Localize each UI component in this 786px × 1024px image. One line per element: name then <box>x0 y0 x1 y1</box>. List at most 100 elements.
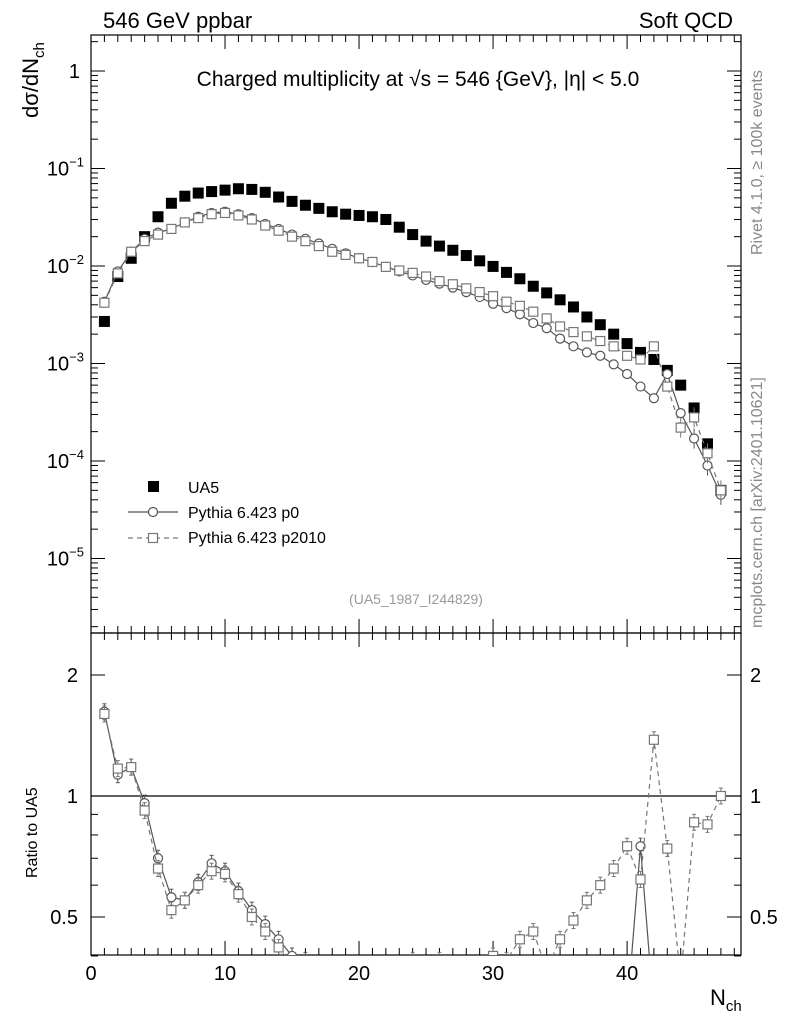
p2010-point <box>340 249 351 260</box>
p2010-ratio-point <box>179 895 190 906</box>
plot-title: Charged multiplicity at √s = 546 {GeV}, … <box>197 68 640 91</box>
p0-point <box>688 433 700 444</box>
ua5-point <box>567 301 579 313</box>
p2010-ratio-point <box>273 942 284 953</box>
p2010-ratio-point <box>288 960 297 969</box>
header-left: 546 GeV ppbar <box>103 8 252 33</box>
p2010-point <box>648 341 659 352</box>
x-tick-label: 10 <box>214 963 236 985</box>
header-right: Soft QCD <box>639 8 733 33</box>
x-tick-label: 0 <box>85 963 96 985</box>
ua5-point <box>608 328 620 340</box>
p2010-ratio-point <box>260 926 271 937</box>
p2010-point <box>367 256 378 268</box>
p0-point <box>662 368 673 380</box>
y-tick-label-ratio-right: 2 <box>750 665 761 687</box>
p2010-ratio-point <box>688 817 700 828</box>
ua5-point <box>219 184 231 196</box>
tick-exponent: −1 <box>69 155 84 170</box>
p0-point <box>541 323 552 334</box>
ua5-point <box>393 221 405 233</box>
p0-point <box>621 368 633 380</box>
legend-marker-ua5 <box>148 481 159 492</box>
p2010-point <box>581 331 592 342</box>
ua5-point <box>259 186 271 198</box>
ua5-point <box>407 229 419 241</box>
y-tick-label-main: 10−5 <box>47 545 84 571</box>
p2010-ratio-point <box>193 880 204 891</box>
p2010-ratio-point <box>621 841 633 852</box>
x-tick-label: 20 <box>348 963 370 985</box>
p2010-ratio-point <box>408 956 417 965</box>
p2010-point <box>635 354 646 365</box>
ua5-point <box>433 240 445 252</box>
p2010-ratio-point <box>422 960 431 969</box>
p2010-point <box>380 261 391 272</box>
ua5-point <box>514 273 526 285</box>
p2010-point <box>394 265 405 276</box>
p2010-ratio-point <box>608 863 619 874</box>
p2010-ratio-point <box>152 863 164 874</box>
y-tick-label-ratio: 2 <box>67 665 78 687</box>
p2010-ratio-point <box>487 950 499 955</box>
p2010-ratio-line <box>103 713 286 955</box>
ua5-point <box>474 255 486 267</box>
ua5-point <box>299 199 311 211</box>
p2010-ratio-point <box>166 905 177 916</box>
p0-point <box>595 350 606 361</box>
ua5-point <box>447 244 459 256</box>
p2010-point <box>528 306 539 317</box>
x-axis-label-text: N <box>710 985 726 1010</box>
ua5-point <box>581 311 593 323</box>
main-series-layer <box>98 183 727 505</box>
p2010-ratio-point <box>715 790 726 802</box>
p2010-ratio-point <box>233 889 244 900</box>
ratio-series-layer <box>99 703 726 974</box>
p0-point <box>554 333 566 344</box>
p2010-point <box>327 246 338 257</box>
p2010-point <box>702 448 713 459</box>
p2010-point <box>407 267 418 278</box>
y-axis-label-main: dσ/dNch <box>18 42 48 118</box>
y-tick-label-main: 10−1 <box>47 155 84 181</box>
mcplots-label: mcplots.cern.ch [arXiv:2401.10621] <box>749 377 766 628</box>
p2010-ratio-point <box>595 880 606 891</box>
ua5-point <box>648 353 660 365</box>
p0-point <box>648 393 659 404</box>
tick-exponent: −5 <box>69 545 84 560</box>
p2010-point <box>595 335 606 347</box>
p2010-point <box>514 300 525 311</box>
p2010-point <box>126 246 137 257</box>
tick-exponent: −4 <box>69 447 84 462</box>
ua5-point <box>273 191 285 203</box>
y-tick-label-main: 10−4 <box>47 447 84 473</box>
p2010-ratio-point <box>662 843 673 854</box>
ua5-point <box>98 315 110 327</box>
analysis-id: (UA5_1987_I244829) <box>349 591 483 607</box>
p2010-point <box>260 220 271 231</box>
p2010-ratio-point <box>514 934 525 945</box>
p2010-point <box>688 412 700 423</box>
y-tick-label-ratio-right: 1 <box>750 786 761 808</box>
ua5-point <box>152 211 164 223</box>
p2010-point <box>568 326 579 338</box>
x-axis-label-sub: ch <box>726 998 742 1015</box>
ua5-point <box>527 280 539 292</box>
p2010-ratio-point <box>462 965 471 974</box>
p2010-point <box>487 291 499 302</box>
ua5-point <box>541 287 553 299</box>
ua5-point <box>206 186 218 198</box>
p0-ratio-point <box>287 950 298 955</box>
y-tick-label-main: 10−3 <box>47 350 84 376</box>
ua5-point <box>675 379 687 391</box>
legend-label-ua5: UA5 <box>188 480 219 497</box>
p2010-point <box>353 253 365 264</box>
ua5-point <box>232 183 244 195</box>
p2010-ratio-point <box>635 874 646 885</box>
ua5-point <box>554 294 566 306</box>
ua5-point <box>125 252 137 264</box>
p2010-point <box>474 286 485 298</box>
p0-point <box>675 407 686 419</box>
ua5-point <box>634 346 646 358</box>
